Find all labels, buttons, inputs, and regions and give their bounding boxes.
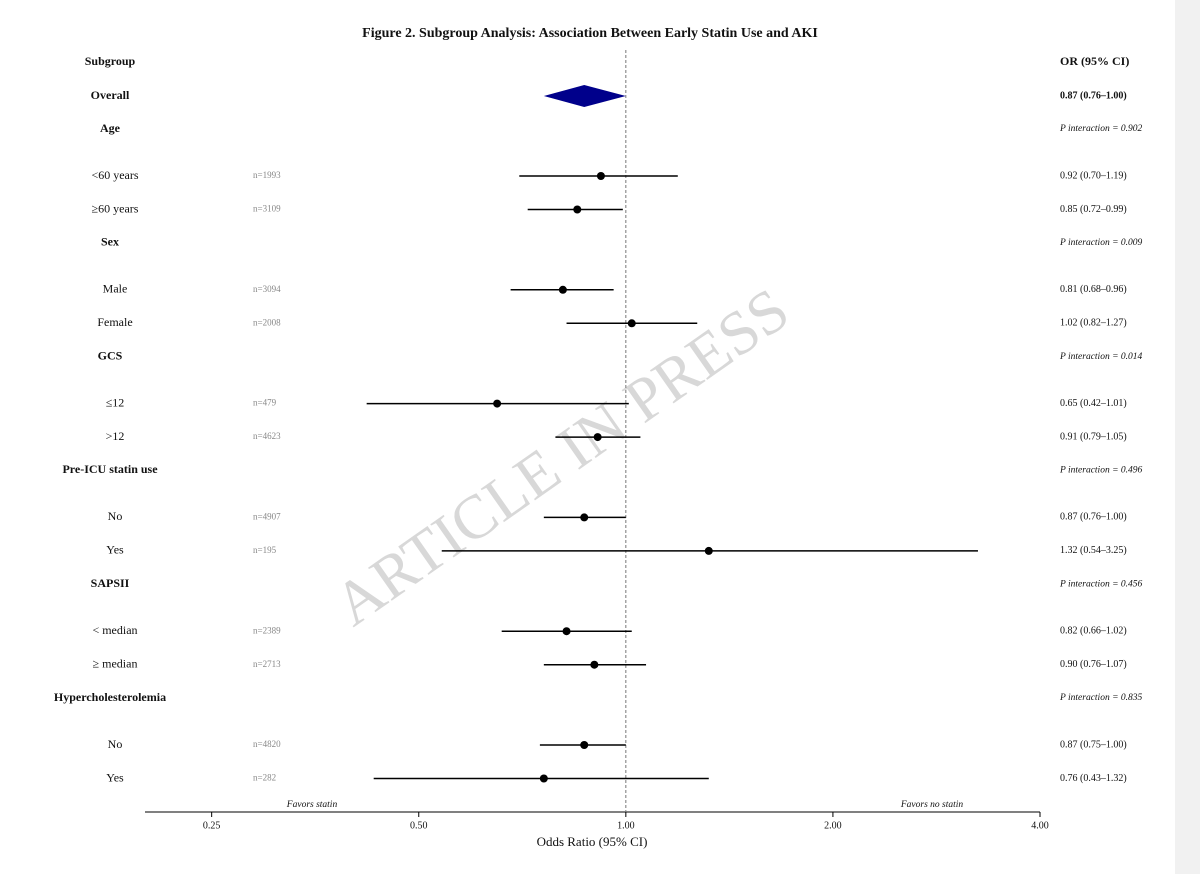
group-label: GCS xyxy=(98,348,123,362)
overall-estimate: 0.87 (0.76–1.00) xyxy=(1060,90,1127,101)
point-estimate xyxy=(627,319,636,328)
subgroup-label: No xyxy=(108,509,123,523)
estimate-text: 0.91 (0.79–1.05) xyxy=(1060,431,1127,442)
chart-title: Figure 2. Subgroup Analysis: Association… xyxy=(362,26,818,41)
point-estimate xyxy=(593,433,602,442)
point-estimate xyxy=(580,741,589,749)
subgroup-label: ≥60 years xyxy=(92,201,139,215)
estimate-text: 0.90 (0.76–1.07) xyxy=(1060,659,1127,670)
sample-size: n=3109 xyxy=(253,204,281,214)
sample-size: n=2008 xyxy=(253,317,281,327)
p-interaction: P interaction = 0.902 xyxy=(1059,124,1142,134)
estimate-text: 0.87 (0.76–1.00) xyxy=(1060,512,1127,523)
point-estimate xyxy=(580,513,589,522)
estimate-text: 0.92 (0.70–1.19) xyxy=(1060,170,1127,181)
subgroup-label: ≤12 xyxy=(106,395,125,409)
estimate-header: OR (95% CI) xyxy=(1060,54,1129,68)
p-interaction: P interaction = 0.456 xyxy=(1059,579,1142,589)
sample-size: n=3094 xyxy=(253,284,281,294)
subgroup-label: >12 xyxy=(106,429,125,443)
watermark: ARTICLE IN PRESS xyxy=(322,275,801,639)
sample-size: n=4907 xyxy=(253,511,281,521)
point-estimate xyxy=(704,546,713,555)
x-tick-label: 4.00 xyxy=(1031,820,1049,831)
favors-left: Favors statin xyxy=(286,800,338,810)
sample-size: n=282 xyxy=(253,773,276,783)
group-label: Hypercholesterolemia xyxy=(54,690,166,704)
sample-size: n=2713 xyxy=(253,659,281,669)
estimate-text: 1.32 (0.54–3.25) xyxy=(1060,545,1127,556)
estimate-text: 0.65 (0.42–1.01) xyxy=(1060,398,1127,409)
point-estimate xyxy=(573,205,582,214)
group-label: Pre-ICU statin use xyxy=(62,462,158,476)
x-tick-label: 0.50 xyxy=(410,820,428,831)
x-tick-label: 1.00 xyxy=(617,820,635,831)
overall-label: Overall xyxy=(91,88,130,102)
x-tick-label: 0.25 xyxy=(203,820,221,831)
group-label: SAPSII xyxy=(91,576,130,590)
estimate-text: 0.85 (0.72–0.99) xyxy=(1060,204,1127,215)
subgroup-label: < median xyxy=(92,623,137,637)
estimate-text: 0.76 (0.43–1.32) xyxy=(1060,773,1127,784)
x-tick-label: 2.00 xyxy=(824,820,842,831)
sample-size: n=479 xyxy=(253,398,277,408)
point-estimate xyxy=(539,774,548,783)
point-estimate xyxy=(590,660,599,669)
p-interaction: P interaction = 0.009 xyxy=(1059,238,1142,248)
estimate-text: 0.81 (0.68–0.96) xyxy=(1060,284,1127,295)
sample-size: n=195 xyxy=(253,545,277,555)
x-axis-label: Odds Ratio (95% CI) xyxy=(537,834,648,849)
subgroup-label: Yes xyxy=(106,543,124,557)
p-interaction: P interaction = 0.835 xyxy=(1059,693,1142,703)
label-header: Subgroup xyxy=(85,54,136,68)
estimate-text: 0.87 (0.75–1.00) xyxy=(1060,739,1127,750)
subgroup-label: Male xyxy=(103,282,128,296)
estimate-text: 0.82 (0.66–1.02) xyxy=(1060,625,1127,636)
sample-size: n=1993 xyxy=(253,170,281,180)
side-strip xyxy=(1175,0,1200,874)
group-label: Age xyxy=(100,121,121,135)
subgroup-label: No xyxy=(108,737,123,751)
group-label: Sex xyxy=(101,235,119,249)
subgroup-label: ≥ median xyxy=(93,656,138,670)
estimate-text: 1.02 (0.82–1.27) xyxy=(1060,318,1127,329)
overall-diamond xyxy=(543,85,626,107)
subgroup-label: Female xyxy=(97,315,132,329)
point-estimate xyxy=(558,285,567,294)
point-estimate xyxy=(562,627,571,636)
subgroup-label: <60 years xyxy=(91,168,138,182)
favors-right: Favors no statin xyxy=(900,800,964,810)
subgroup-label: Yes xyxy=(106,770,124,784)
sample-size: n=4623 xyxy=(253,431,281,441)
sample-size: n=4820 xyxy=(253,739,281,749)
p-interaction: P interaction = 0.496 xyxy=(1059,466,1142,476)
point-estimate xyxy=(596,172,605,180)
sample-size: n=2389 xyxy=(253,625,281,635)
point-estimate xyxy=(493,399,502,408)
p-interaction: P interaction = 0.014 xyxy=(1059,352,1142,362)
